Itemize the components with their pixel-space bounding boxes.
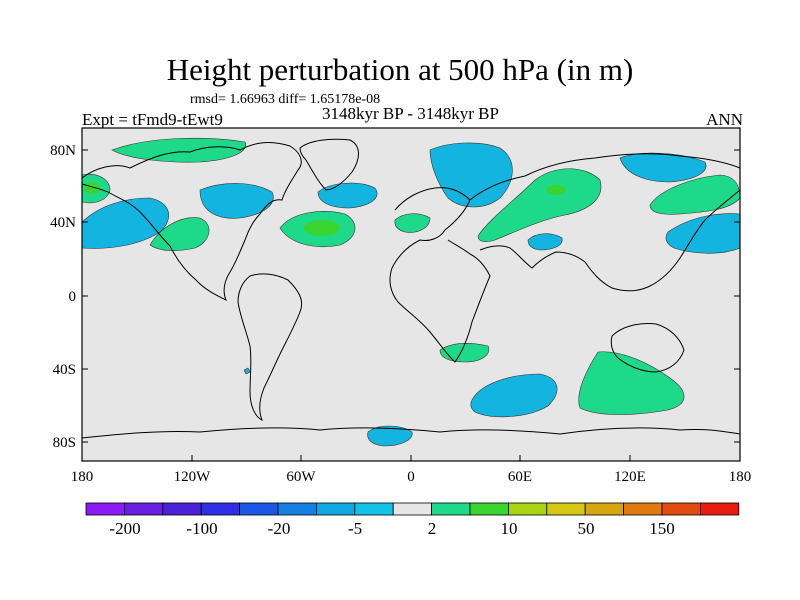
colorbar-label: 2	[428, 519, 437, 538]
colorbar-box	[239, 502, 279, 516]
map-title: Height perturbation at 500 hPa (in m)	[166, 52, 634, 87]
period-label: 3148kyr BP - 3148kyr BP	[322, 104, 499, 123]
stats-text: rmsd= 1.66963 diff= 1.65178e-08	[190, 92, 381, 107]
colorbar	[85, 502, 740, 516]
anomaly-central-asia-pos	[477, 168, 602, 242]
colorbar-box	[124, 502, 164, 516]
coast-australia	[610, 323, 685, 373]
y-tick-label: 40N	[50, 215, 76, 231]
colorbar-box	[507, 502, 548, 516]
anomaly-north-pacific-neg	[82, 197, 169, 249]
y-tick-label: 0	[69, 289, 77, 305]
colorbar-label: -5	[348, 519, 362, 538]
colorbar-label: -100	[186, 519, 217, 538]
negative-anomaly-regions	[82, 142, 740, 447]
colorbar-box	[431, 502, 471, 516]
colorbar-box	[623, 502, 663, 516]
anomaly-mediterranean-pos	[394, 213, 431, 233]
anomaly-north-pacific-pos	[649, 174, 740, 215]
map-panel: 180 120W 60W 0 60E 120E 180 80N 40N 0 40…	[50, 127, 752, 485]
core-pacific-west	[84, 182, 100, 194]
x-tick-label: 120E	[614, 469, 646, 485]
axis-ticks	[81, 149, 741, 461]
colorbar-label: 50	[578, 519, 595, 538]
anomaly-north-pacific-east-neg	[665, 213, 740, 254]
colorbar-box	[661, 502, 701, 516]
coast-greenland	[299, 138, 359, 191]
x-tick-label: 60W	[286, 469, 316, 485]
x-tick-label: 180	[71, 469, 94, 485]
colorbar-box	[354, 502, 394, 516]
colorbar-label: 150	[649, 519, 675, 538]
colorbar-box	[162, 502, 202, 516]
coast-south-america	[237, 273, 303, 422]
anomaly-southern-ocean-pos	[578, 351, 685, 415]
y-tick-label: 80S	[53, 435, 76, 451]
anomaly-small-pacific-neg	[243, 367, 251, 375]
coast-asia	[469, 153, 740, 292]
core-atlantic	[304, 220, 340, 236]
x-tick-label: 0	[407, 469, 415, 485]
colorbar-box	[277, 502, 317, 516]
x-tick-label: 180	[729, 469, 752, 485]
colorbar-labels: -200 -100 -20 -5 2 10 50 150	[109, 519, 674, 538]
anomaly-south-africa-pos	[439, 343, 490, 363]
anomaly-south-indian-neg	[470, 373, 558, 418]
colorbar-box	[469, 502, 509, 516]
coast-north-america	[82, 142, 302, 302]
experiment-label: Expt = tFmd9-tEwt9	[82, 110, 223, 129]
colorbar-box	[700, 502, 740, 516]
strong-positive-cores	[84, 182, 566, 236]
colorbar-box	[200, 502, 240, 516]
anomaly-west-atlantic-neg	[317, 182, 378, 209]
y-tick-label: 80N	[50, 143, 76, 159]
x-tick-label: 120W	[174, 469, 212, 485]
coast-antarctica	[82, 427, 740, 439]
anomaly-west-us-pos	[149, 217, 210, 251]
colorbar-box	[392, 502, 433, 516]
colorbar-label: -200	[109, 519, 140, 538]
coastlines	[82, 138, 740, 439]
colorbar-box	[315, 502, 356, 516]
colorbar-box	[85, 502, 125, 516]
positive-anomaly-regions	[82, 137, 740, 415]
y-tick-labels: 80N 40N 0 40S 80S	[50, 143, 76, 451]
anomaly-north-america-neg	[199, 183, 274, 219]
y-tick-label: 40S	[53, 362, 76, 378]
anomaly-middle-east-neg	[527, 233, 563, 251]
anomaly-antarctic-neg	[367, 425, 413, 447]
core-central-asia	[546, 185, 566, 195]
anomaly-scandinavia-neg	[429, 142, 513, 208]
colorbar-label: 10	[501, 519, 518, 538]
anomaly-north-atlantic-pos	[111, 137, 247, 163]
x-tick-labels: 180 120W 60W 0 60E 120E 180	[71, 469, 752, 485]
colorbar-box	[584, 502, 625, 516]
anomaly-arctic-east-neg	[619, 152, 707, 183]
colorbar-label: -20	[268, 519, 291, 538]
colorbar-box	[546, 502, 586, 516]
season-label: ANN	[706, 110, 743, 129]
x-tick-label: 60E	[508, 469, 532, 485]
